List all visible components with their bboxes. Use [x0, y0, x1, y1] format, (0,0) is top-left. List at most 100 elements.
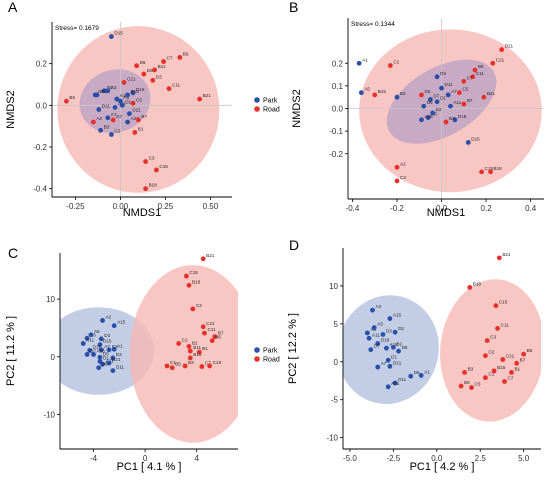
point-label: A21 — [106, 358, 115, 363]
point-park-d18 — [375, 341, 381, 346]
point-road-b7 — [514, 360, 520, 366]
point-label: D18 — [458, 114, 467, 119]
point-label: B21 — [487, 91, 496, 96]
point-park-d15 — [97, 342, 103, 348]
point-label: C5 — [475, 382, 481, 387]
point-label: D3 — [156, 74, 162, 79]
point-label: B7 — [141, 114, 147, 119]
point-label: C3 — [149, 156, 155, 161]
point-label: D3 — [104, 333, 110, 338]
point-label: C7 — [205, 361, 211, 366]
point-park-d18 — [87, 348, 93, 353]
point-park-a18 — [91, 352, 96, 357]
point-road-b1 — [196, 349, 202, 355]
point-label: A7 — [451, 89, 457, 94]
point-label: C15 — [499, 300, 508, 305]
point-park-a7 — [98, 347, 104, 353]
point-label: A2 — [106, 314, 112, 319]
point-road-b5 — [458, 383, 464, 389]
point-label: D1 — [125, 99, 131, 104]
point-road-c15 — [184, 273, 189, 279]
point-road-b3 — [182, 363, 188, 369]
y-tick-label: 0.0 — [332, 105, 344, 114]
point-label: D6 — [102, 362, 108, 367]
panel-b: BA1A5D3D15D11A7D7D1D6A3A11D18B2D2A15C1B1… — [289, 0, 544, 219]
point-road-b18 — [143, 186, 149, 192]
point-label: C2 — [488, 350, 494, 355]
point-park-a15 — [111, 323, 117, 329]
x-tick-label: -4 — [90, 454, 98, 463]
point-label: C7 — [508, 375, 514, 380]
point-road-c21 — [200, 324, 206, 330]
x-tick-label: 0.25 — [158, 202, 174, 211]
legend-swatch-road — [254, 106, 260, 112]
x-axis-label: PC1 [ 4.2 % ] — [410, 461, 475, 473]
point-label: D1 — [103, 355, 109, 360]
point-park-d1 — [119, 102, 125, 108]
point-label: A7 — [111, 112, 117, 117]
point-park-d2 — [430, 110, 436, 116]
point-label: C2 — [182, 338, 188, 343]
point-park-d2 — [92, 92, 98, 98]
point-label: C11 — [172, 83, 181, 88]
point-park-a2 — [100, 318, 105, 323]
point-park-a3 — [105, 88, 111, 94]
point-park-d6 — [408, 373, 414, 379]
x-tick-label: 0.50 — [203, 202, 219, 211]
legend-label-park: Park — [263, 98, 278, 105]
point-road-b3 — [462, 369, 467, 375]
point-park-a21 — [125, 119, 130, 125]
plot-area: D15B2A15A3D2A1D11A11A5D1D18B15A7A21D21B3… — [52, 22, 232, 197]
point-park-a3 — [84, 335, 90, 341]
point-label: B7 — [467, 98, 473, 103]
point-label: D7 — [90, 348, 96, 353]
x-tick-label: 5.0 — [518, 454, 530, 463]
point-park-a11 — [366, 335, 372, 341]
legend-label-road: Road — [263, 357, 280, 364]
point-park-a5 — [88, 332, 94, 338]
x-tick-label: -2.5 — [386, 454, 400, 463]
point-road-b1 — [132, 130, 138, 135]
point-road-b15 — [372, 92, 378, 98]
point-label: B3 — [188, 360, 194, 365]
y-tick-label: 0.1 — [332, 82, 344, 91]
x-tick-label: 0.00 — [113, 202, 129, 211]
point-label: C7 — [467, 75, 473, 80]
y-tick-label: -0.4 — [33, 185, 47, 194]
point-park-d3 — [98, 336, 104, 342]
point-label: B18 — [192, 279, 201, 284]
point-park-a7 — [375, 364, 381, 370]
y-tick-label: 10 — [329, 282, 338, 291]
point-road-b5 — [64, 98, 69, 104]
point-road-b7 — [212, 334, 218, 339]
plot-area: A1A5D3D15D11A7D7D1D6A3A11D18B2D2A15C1B15… — [348, 18, 544, 199]
point-park-a2 — [370, 307, 375, 313]
point-road-c21 — [490, 60, 496, 66]
point-park-d15 — [109, 34, 114, 39]
point-label: A18 — [97, 348, 106, 353]
point-park-c2 — [109, 132, 114, 137]
point-label: D11 — [398, 377, 407, 382]
point-park-b2 — [390, 344, 396, 350]
point-road-c7 — [199, 364, 205, 369]
point-label: C1 — [488, 372, 494, 377]
point-road-d21 — [499, 47, 505, 53]
legend-swatch-park — [254, 97, 260, 103]
point-label: B15 — [378, 89, 387, 94]
y-tick-label: -5 — [331, 396, 339, 405]
legend-label-park: Park — [263, 348, 278, 355]
point-park-a11 — [448, 103, 453, 109]
point-label: B15 — [497, 365, 506, 370]
x-axis-label: PC1 [ 4.1 % ] — [117, 461, 182, 473]
point-label: C1 — [393, 60, 399, 65]
point-road-b11 — [152, 67, 158, 73]
point-label: A2 — [376, 304, 382, 309]
point-road-d3 — [150, 77, 156, 83]
point-label: A5 — [94, 329, 100, 334]
point-label: C11 — [501, 322, 510, 327]
point-road-b21 — [481, 94, 487, 100]
point-road-c11 — [470, 74, 476, 80]
point-park-d6 — [421, 103, 427, 109]
point-label: D7 — [116, 114, 122, 119]
y-axis-label: NMDS2 — [291, 89, 303, 128]
